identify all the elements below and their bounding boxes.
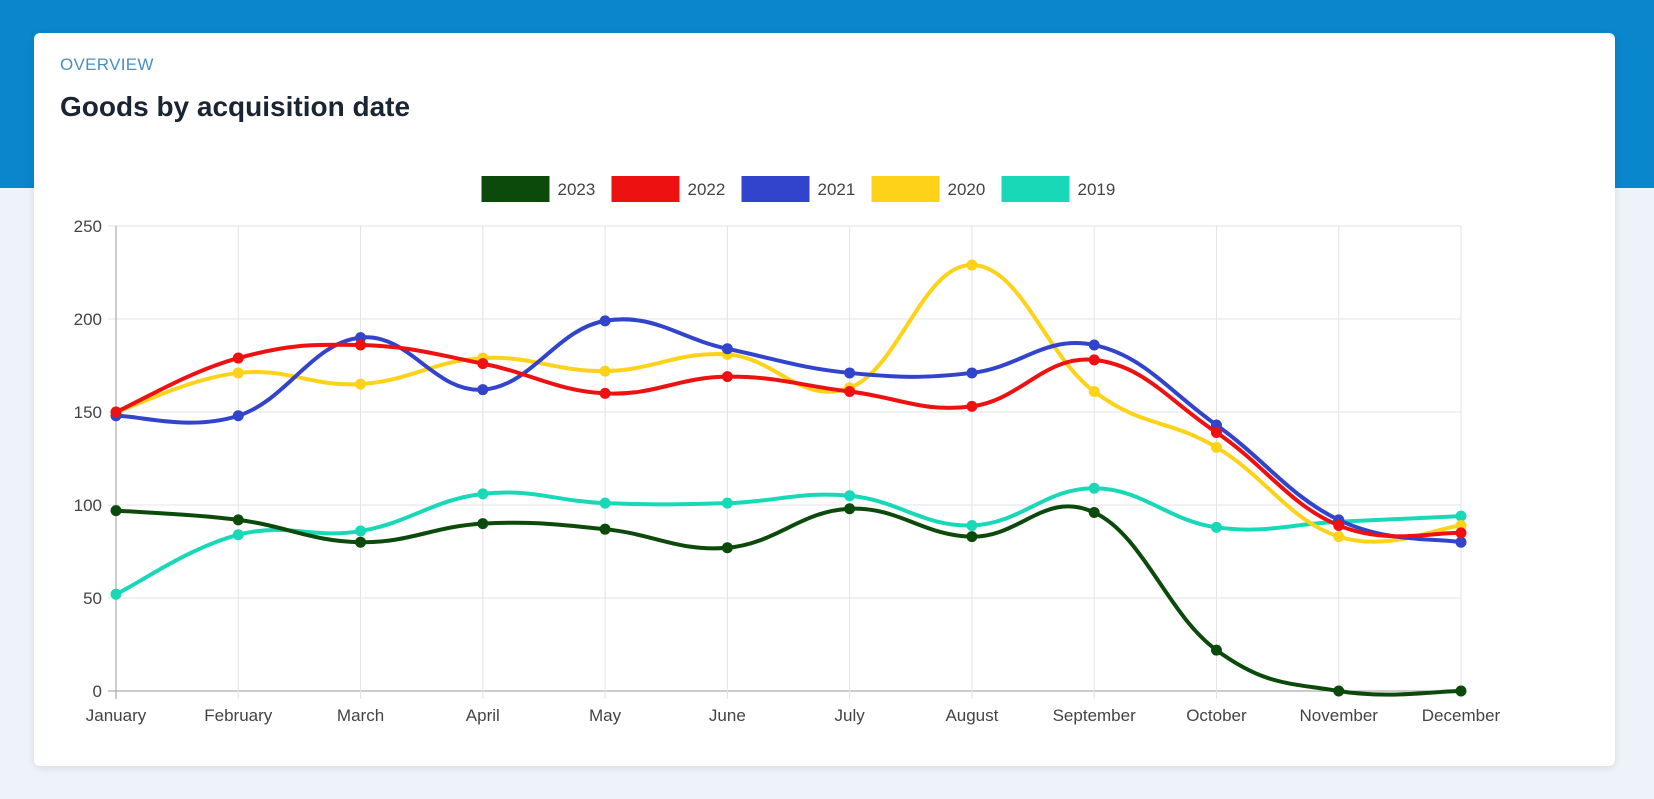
data-point-2021 <box>600 315 611 326</box>
data-point-2023 <box>1211 645 1222 656</box>
data-point-2019 <box>722 498 733 509</box>
x-tick-label: June <box>709 706 746 725</box>
data-point-2023 <box>1456 686 1467 697</box>
data-point-2023 <box>844 503 855 514</box>
x-tick-label: August <box>945 706 998 725</box>
data-point-2023 <box>233 514 244 525</box>
data-point-2019 <box>600 498 611 509</box>
legend-swatch-2019 <box>1002 176 1070 202</box>
series-line-2022 <box>116 345 1461 537</box>
data-point-2022 <box>233 353 244 364</box>
series-2020 <box>111 260 1467 543</box>
legend-swatch-2021 <box>742 176 810 202</box>
data-point-2023 <box>722 542 733 553</box>
legend-label-2019: 2019 <box>1078 180 1116 199</box>
data-point-2023 <box>355 537 366 548</box>
y-tick-label: 50 <box>83 589 102 608</box>
data-point-2022 <box>600 388 611 399</box>
data-point-2020 <box>966 260 977 271</box>
data-point-2023 <box>966 531 977 542</box>
y-tick-label: 100 <box>74 496 102 515</box>
overview-card: OVERVIEW Goods by acquisition date 0 50 10… <box>34 33 1615 766</box>
data-point-2022 <box>1333 520 1344 531</box>
legend-swatch-2022 <box>612 176 680 202</box>
data-point-2021 <box>722 343 733 354</box>
x-tick-label: December <box>1422 706 1501 725</box>
series-line-2020 <box>116 265 1461 542</box>
data-point-2022 <box>722 371 733 382</box>
data-point-2019 <box>355 526 366 537</box>
data-point-2022 <box>1089 354 1100 365</box>
x-tick-label: April <box>466 706 500 725</box>
series-line-2021 <box>116 319 1461 542</box>
data-point-2020 <box>1333 531 1344 542</box>
legend-label-2020: 2020 <box>948 180 986 199</box>
data-point-2019 <box>1211 522 1222 533</box>
legend-swatch-2023 <box>482 176 550 202</box>
data-point-2022 <box>111 407 122 418</box>
data-point-2022 <box>844 386 855 397</box>
data-point-2022 <box>355 340 366 351</box>
data-point-2023 <box>477 518 488 529</box>
legend-label-2023: 2023 <box>558 180 596 199</box>
legend-label-2021: 2021 <box>818 180 856 199</box>
data-point-2021 <box>1089 340 1100 351</box>
data-point-2021 <box>233 410 244 421</box>
data-point-2022 <box>966 401 977 412</box>
chart-legend: 2023 2022 2021 2020 2019 <box>482 176 1116 202</box>
x-tick-label: November <box>1300 706 1379 725</box>
data-point-2019 <box>966 520 977 531</box>
y-tick-label: 0 <box>93 682 102 701</box>
data-point-2020 <box>355 379 366 390</box>
x-tick-label: February <box>204 706 273 725</box>
x-tick-label: January <box>86 706 147 725</box>
x-tick-label: March <box>337 706 384 725</box>
data-point-2021 <box>966 367 977 378</box>
data-point-2019 <box>1089 483 1100 494</box>
data-point-2019 <box>233 529 244 540</box>
y-tick-label: 150 <box>74 403 102 422</box>
data-point-2022 <box>1456 527 1467 538</box>
legend-label-2022: 2022 <box>688 180 726 199</box>
x-tick-label: May <box>589 706 622 725</box>
data-point-2021 <box>844 367 855 378</box>
y-tick-label: 250 <box>74 217 102 236</box>
data-point-2023 <box>1333 686 1344 697</box>
data-point-2020 <box>1211 442 1222 453</box>
x-tick-label: July <box>835 706 866 725</box>
data-point-2020 <box>1089 386 1100 397</box>
legend-swatch-2020 <box>872 176 940 202</box>
data-point-2022 <box>1211 427 1222 438</box>
series-line-2019 <box>116 488 1461 594</box>
x-tick-label: September <box>1053 706 1136 725</box>
data-point-2019 <box>844 490 855 501</box>
series-2021 <box>111 315 1467 547</box>
data-point-2020 <box>600 366 611 377</box>
data-point-2021 <box>477 384 488 395</box>
series-2019 <box>111 483 1467 600</box>
data-point-2019 <box>477 488 488 499</box>
line-chart: 0 50 100 150 200 250 January February March April… <box>34 33 1615 766</box>
data-point-2023 <box>600 524 611 535</box>
data-point-2023 <box>111 505 122 516</box>
y-tick-label: 200 <box>74 310 102 329</box>
data-point-2019 <box>111 589 122 600</box>
data-point-2023 <box>1089 507 1100 518</box>
data-point-2022 <box>477 358 488 369</box>
x-tick-label: October <box>1186 706 1247 725</box>
series-2022 <box>111 340 1467 539</box>
data-point-2020 <box>233 367 244 378</box>
